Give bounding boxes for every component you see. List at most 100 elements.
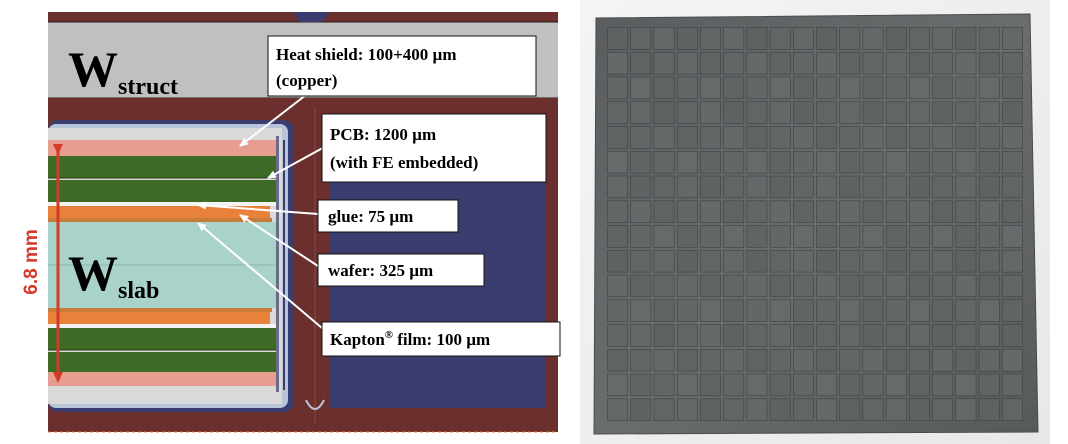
pixel-pad (723, 299, 745, 322)
kapton-bottom (48, 308, 272, 312)
pixel-pad (793, 299, 814, 322)
arrow-wafer (239, 214, 319, 267)
pixel-pad (885, 348, 907, 372)
pixel-pad (885, 225, 907, 248)
arrow-pcb (267, 143, 331, 179)
pixel-pad (700, 175, 721, 199)
pixel-pad (676, 27, 698, 50)
pixel-pad (1001, 27, 1023, 50)
pixel-pad (746, 126, 768, 149)
svg-text:PCB: 1200 µm: PCB: 1200 µm (330, 125, 436, 144)
pixel-pad (769, 348, 791, 372)
pixel-pad (746, 398, 768, 421)
pixel-pad (862, 101, 884, 124)
pixel-pad (1001, 175, 1023, 199)
pixel-pad (793, 175, 814, 199)
pixel-pad (793, 274, 814, 298)
pixel-pad (885, 27, 907, 50)
pixel-grid (607, 27, 1023, 421)
pixel-pad (723, 27, 745, 50)
pixel-pad (862, 27, 884, 50)
svg-text:Kapton® film: 100 µm: Kapton® film: 100 µm (330, 329, 490, 349)
pixel-pad (862, 274, 884, 298)
pixel-pad (909, 175, 930, 199)
pixel-pad (769, 250, 791, 273)
wafer-top (48, 206, 270, 218)
pixel-pad (746, 200, 768, 223)
pixel-pad (816, 101, 838, 124)
svg-text:glue: 75 µm: glue: 75 µm (328, 207, 413, 226)
pixel-pad (909, 324, 930, 347)
pixel-pad (653, 398, 675, 421)
pixel-pad (978, 51, 1000, 75)
pixel-pad (700, 51, 721, 75)
pixel-pad (932, 151, 954, 174)
pixel-pad (676, 175, 698, 199)
pixel-pad (723, 126, 745, 149)
pixel-pad (746, 175, 768, 199)
pixel-pad (839, 126, 861, 149)
arrow-glue (197, 201, 319, 215)
pixel-pad (909, 200, 930, 223)
pixel-pad (955, 51, 977, 75)
pixel-pad (700, 299, 721, 322)
pixel-pad (909, 101, 930, 124)
pixel-pad (839, 225, 861, 248)
pixel-pad (700, 250, 721, 273)
pixel-pad (746, 76, 768, 100)
pixel-pad (839, 200, 861, 223)
pixel-pad (955, 348, 977, 372)
pixel-pad (676, 51, 698, 75)
slab-cross-section: Wstruct Wslab 6.8 mm Heat shield: 100+40… (21, 12, 561, 433)
pixel-pad (978, 101, 1000, 124)
pixel-pad (955, 225, 977, 248)
pixel-pad (839, 175, 861, 199)
pixel-pad (978, 175, 1000, 199)
wafer-bottom (48, 312, 270, 324)
pixel-pad (793, 27, 814, 50)
pixel-pad (700, 200, 721, 223)
pixel-pad (909, 250, 930, 273)
pixel-pad (909, 76, 930, 100)
pixel-pad (607, 101, 629, 124)
pixel-pad (746, 27, 768, 50)
pixel-pad (676, 398, 698, 421)
pixel-pad (769, 101, 791, 124)
pixel-pad (1001, 324, 1023, 347)
pixel-pad (793, 51, 814, 75)
pixel-pad (862, 200, 884, 223)
pixel-pad (676, 250, 698, 273)
pixel-pad (816, 299, 838, 322)
pixel-pad (885, 175, 907, 199)
pixel-pad (607, 274, 629, 298)
pixel-pad (630, 51, 652, 75)
pixel-pad (676, 299, 698, 322)
pixel-pad (909, 126, 930, 149)
pixel-pad (746, 348, 768, 372)
pixel-pad (978, 348, 1000, 372)
pixel-pad (1001, 126, 1023, 149)
pixel-pad (630, 348, 652, 372)
pixel-pad (630, 225, 652, 248)
pixel-pad (978, 373, 1000, 397)
pixel-pad (653, 348, 675, 372)
pixel-pad (793, 76, 814, 100)
pixel-pad (769, 151, 791, 174)
pixel-pad (839, 27, 861, 50)
pixel-pad (909, 398, 930, 421)
pixel-pad (885, 373, 907, 397)
pixel-pad (932, 101, 954, 124)
pixel-pad (746, 151, 768, 174)
pixel-pad (607, 373, 629, 397)
pixel-pad (839, 151, 861, 174)
heat-shield-callout: Heat shield: 100+400 µm (copper) (267, 35, 537, 97)
pixel-pad (816, 225, 838, 248)
pixel-pad (607, 175, 629, 199)
pixel-pad (1001, 274, 1023, 298)
pixel-pad (653, 299, 675, 322)
svg-text:Heat shield: 100+400 µm: Heat shield: 100+400 µm (276, 45, 457, 64)
pixel-pad (700, 126, 721, 149)
pixel-pad (932, 76, 954, 100)
pixel-pad (932, 324, 954, 347)
pixel-pad (630, 250, 652, 273)
